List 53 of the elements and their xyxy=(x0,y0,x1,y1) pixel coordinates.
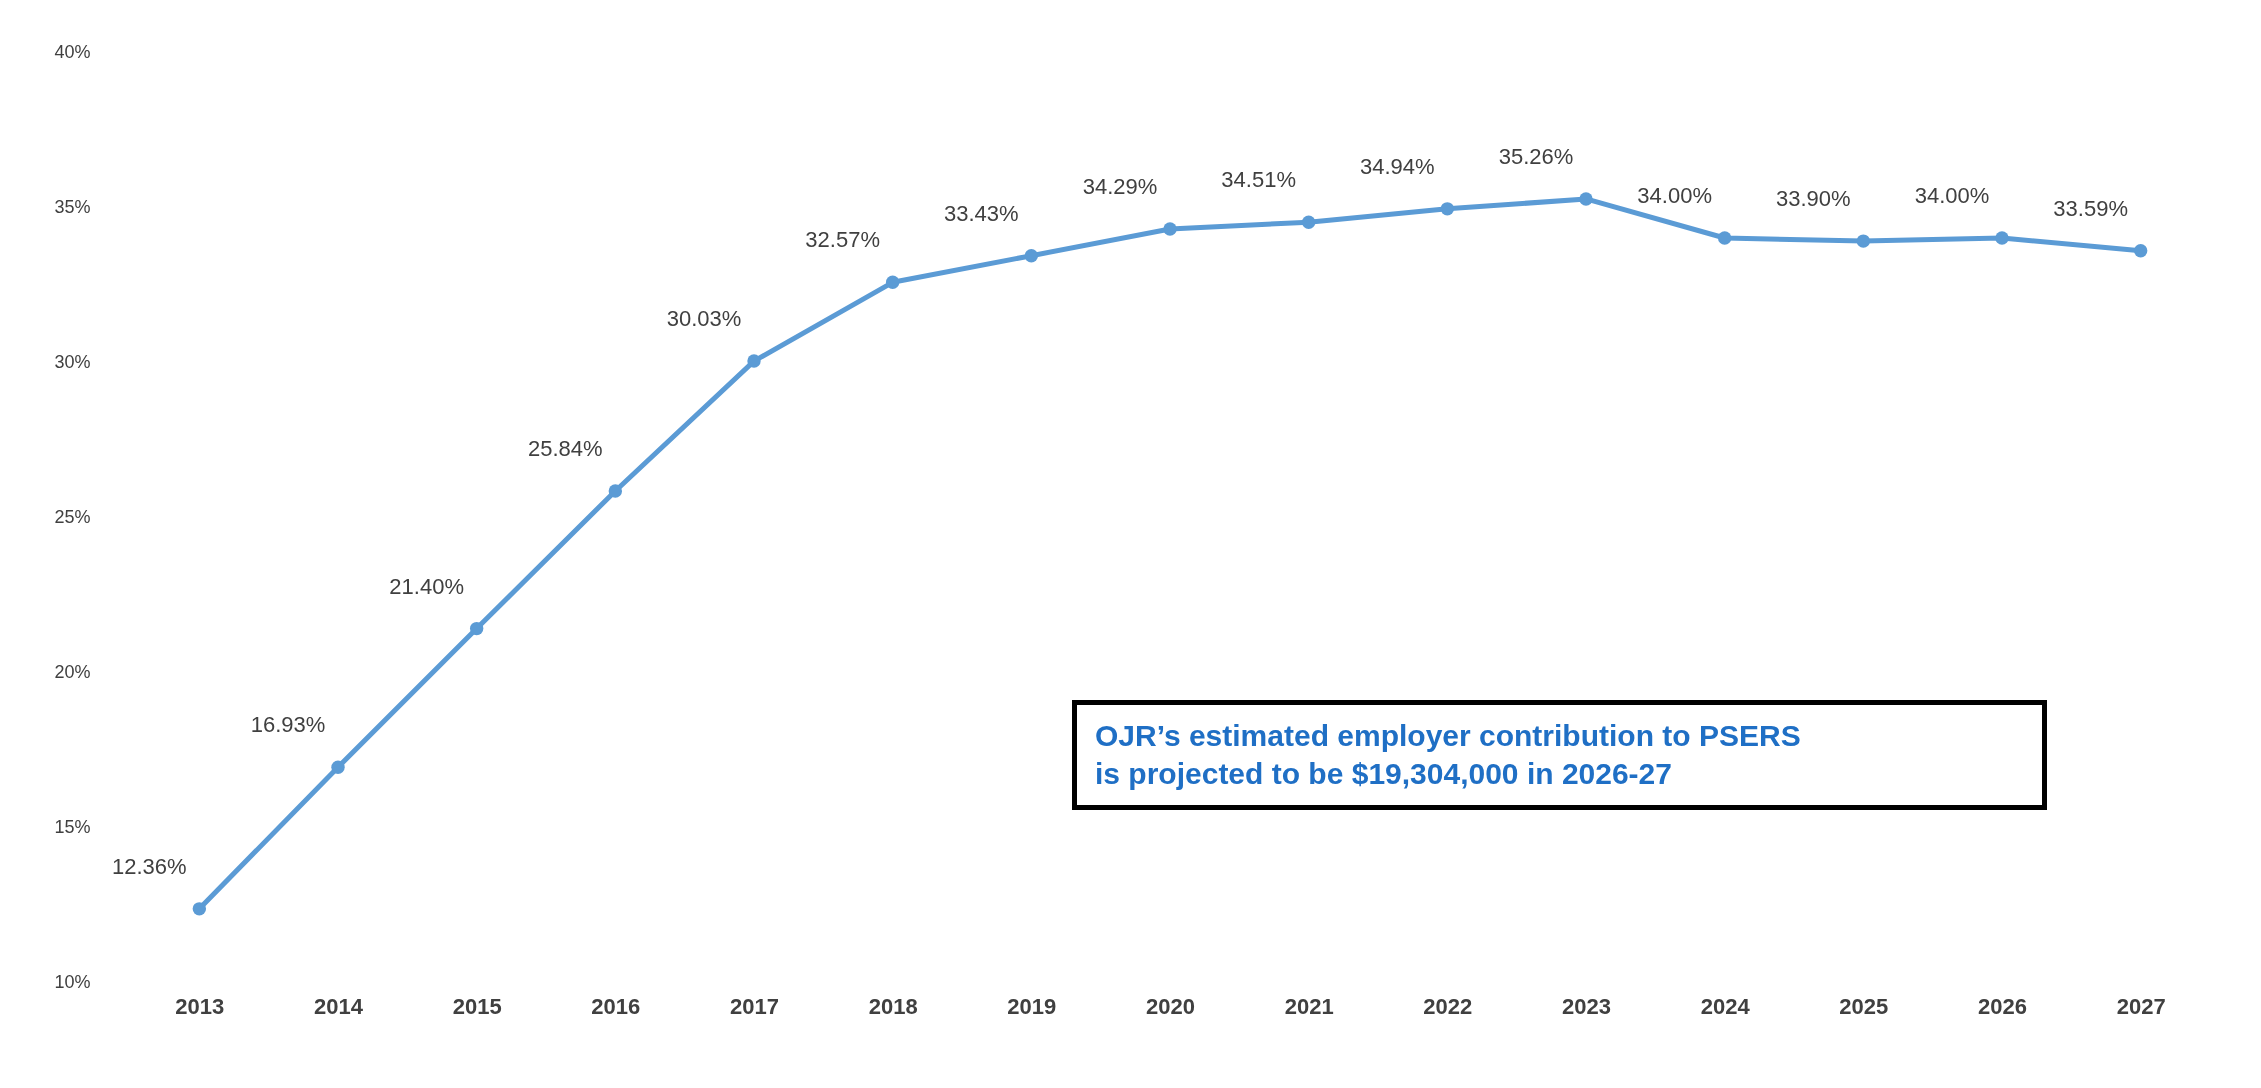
data-label: 32.57% xyxy=(805,227,880,253)
x-tick-label: 2018 xyxy=(868,993,918,1019)
x-tick-label: 2019 xyxy=(1007,993,1057,1019)
data-label: 35.26% xyxy=(1498,143,1574,169)
point xyxy=(192,902,207,916)
point xyxy=(2133,244,2148,258)
point xyxy=(1163,222,1177,236)
note-box: OJR’s estimated employer contribution to PSERS is projected to be $19,304,000 in 2026-27 xyxy=(1072,700,2047,810)
point xyxy=(747,354,761,368)
y-tick-label: 15% xyxy=(54,816,91,837)
data-label: 12.36% xyxy=(112,853,187,879)
data-label: 34.00% xyxy=(1637,183,1712,208)
y-tick-label: 10% xyxy=(54,971,91,992)
data-label: 34.51% xyxy=(1221,167,1296,193)
y-tick-label: 35% xyxy=(54,196,91,217)
point xyxy=(1579,192,1593,206)
point xyxy=(1995,231,2009,245)
point xyxy=(885,275,900,290)
data-label: 34.00% xyxy=(1914,183,1990,208)
point xyxy=(1856,234,1871,248)
x-tick-label: 2024 xyxy=(1700,993,1751,1019)
data-label: 33.43% xyxy=(944,200,1019,226)
x-tick-label: 2020 xyxy=(1146,993,1195,1019)
x-tick-label: 2021 xyxy=(1284,993,1334,1019)
x-tick-label: 2016 xyxy=(591,993,641,1019)
point xyxy=(331,760,345,774)
data-label: 34.94% xyxy=(1360,153,1435,179)
y-tick-label: 30% xyxy=(54,351,91,372)
point xyxy=(1717,231,1732,245)
x-tick-label: 2025 xyxy=(1839,993,1889,1019)
y-tick-label: 20% xyxy=(54,661,91,682)
y-tick-label: 25% xyxy=(54,506,91,527)
data-label: 33.90% xyxy=(1776,186,1851,212)
x-tick-label: 2026 xyxy=(1978,993,2027,1019)
data-label: 33.59% xyxy=(2053,195,2128,221)
x-tick-label: 2013 xyxy=(175,993,225,1019)
x-tick-label: 2014 xyxy=(314,993,364,1019)
x-tick-label: 2027 xyxy=(2116,993,2166,1019)
data-label: 21.40% xyxy=(389,573,464,599)
point xyxy=(608,484,623,498)
x-tick-label: 2015 xyxy=(452,993,502,1019)
x-tick-label: 2022 xyxy=(1423,993,1473,1019)
point xyxy=(1301,215,1316,229)
point xyxy=(1440,202,1455,216)
data-label: 30.03% xyxy=(666,306,742,332)
x-tick-label: 2017 xyxy=(730,993,779,1019)
data-label: 25.84% xyxy=(528,435,603,461)
y-tick-label: 40% xyxy=(54,41,91,62)
data-label: 16.93% xyxy=(250,712,326,738)
data-label: 34.29% xyxy=(1082,174,1158,200)
point xyxy=(1024,248,1039,263)
x-tick-label: 2023 xyxy=(1562,993,1611,1019)
point xyxy=(469,621,484,636)
